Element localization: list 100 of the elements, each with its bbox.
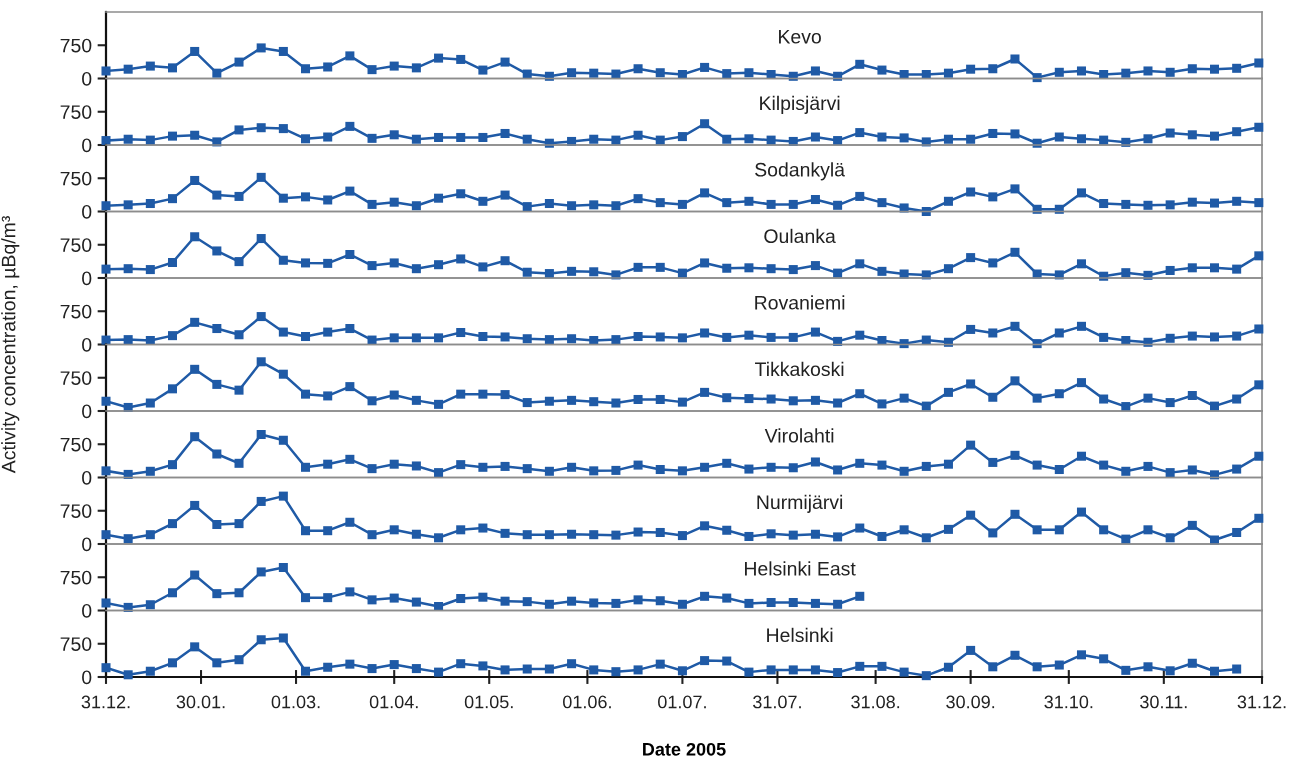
text: Helsinki East xyxy=(745,561,856,576)
point xyxy=(966,134,976,144)
point xyxy=(168,460,178,470)
x-tick-label: 31.08. xyxy=(851,695,900,709)
point xyxy=(367,464,377,474)
point xyxy=(700,119,710,129)
point xyxy=(1209,332,1220,342)
point xyxy=(833,599,843,609)
point xyxy=(411,461,421,471)
x-axis-title: Date 2005 xyxy=(643,742,726,756)
point xyxy=(544,335,554,345)
point xyxy=(921,671,931,681)
point xyxy=(478,592,488,602)
point xyxy=(700,656,710,666)
point xyxy=(700,387,710,397)
point xyxy=(810,261,820,271)
point xyxy=(212,246,222,256)
x-tick-label: 01.06. xyxy=(563,695,611,709)
x-tick-label: 31.07. xyxy=(753,695,801,709)
y-tick-label: 750 xyxy=(60,437,92,452)
point xyxy=(1032,393,1042,403)
point xyxy=(1010,129,1020,139)
point xyxy=(190,46,200,56)
text: Rovaniemi xyxy=(755,295,845,310)
point xyxy=(1143,662,1153,672)
point xyxy=(855,330,865,340)
point xyxy=(256,43,266,53)
point xyxy=(966,187,976,197)
point xyxy=(345,121,355,131)
point xyxy=(633,194,643,204)
point xyxy=(1121,466,1131,476)
text: Virolahti xyxy=(764,428,834,443)
point xyxy=(966,440,976,450)
point xyxy=(611,201,621,211)
point xyxy=(456,189,466,199)
point xyxy=(1165,666,1175,676)
point xyxy=(145,600,155,610)
point xyxy=(301,593,311,603)
y-tick-label: 0 xyxy=(82,537,92,552)
point xyxy=(988,258,998,268)
point xyxy=(123,134,133,144)
x-tick-label: 01.05. xyxy=(464,695,513,709)
point xyxy=(367,530,377,540)
point xyxy=(1165,398,1175,408)
point xyxy=(943,68,953,78)
point xyxy=(700,62,710,72)
point xyxy=(855,523,865,533)
point xyxy=(367,65,377,75)
point xyxy=(722,593,732,603)
point xyxy=(1076,507,1086,517)
point xyxy=(655,659,665,669)
point xyxy=(589,530,599,540)
point xyxy=(1187,331,1197,341)
point xyxy=(522,398,532,408)
point xyxy=(1187,130,1197,140)
point xyxy=(567,596,577,606)
point xyxy=(633,64,643,74)
point xyxy=(722,332,732,342)
point xyxy=(411,597,421,607)
point xyxy=(722,134,732,144)
point xyxy=(256,567,266,577)
point xyxy=(1232,527,1242,537)
point xyxy=(1209,263,1220,273)
point xyxy=(567,266,577,276)
point xyxy=(833,465,843,475)
point xyxy=(943,662,953,672)
point xyxy=(1099,460,1109,470)
y-tick-label: 750 xyxy=(60,38,92,53)
point xyxy=(456,54,466,64)
point xyxy=(988,328,998,338)
point xyxy=(877,266,887,276)
point xyxy=(1187,64,1197,74)
point xyxy=(411,201,421,211)
point xyxy=(1010,184,1020,194)
y-axis-title: Activity concentration, µBq/m³ xyxy=(1,216,20,474)
point xyxy=(567,462,577,472)
point xyxy=(744,196,754,206)
point xyxy=(899,466,909,476)
point xyxy=(500,332,510,342)
point xyxy=(943,459,953,469)
point xyxy=(633,130,643,140)
point xyxy=(988,392,998,402)
point xyxy=(301,389,311,399)
point xyxy=(700,258,710,268)
point xyxy=(323,195,333,205)
point xyxy=(1232,63,1242,73)
point xyxy=(744,394,754,404)
point xyxy=(478,462,488,472)
point xyxy=(611,598,621,608)
point xyxy=(123,64,133,74)
point xyxy=(389,197,399,207)
y-tick-label: 750 xyxy=(60,238,92,252)
point xyxy=(389,61,399,71)
point xyxy=(877,65,887,75)
point xyxy=(434,333,444,343)
point xyxy=(855,661,865,671)
point xyxy=(1099,654,1109,664)
point xyxy=(567,68,577,78)
point xyxy=(1099,525,1109,535)
point xyxy=(788,463,798,473)
